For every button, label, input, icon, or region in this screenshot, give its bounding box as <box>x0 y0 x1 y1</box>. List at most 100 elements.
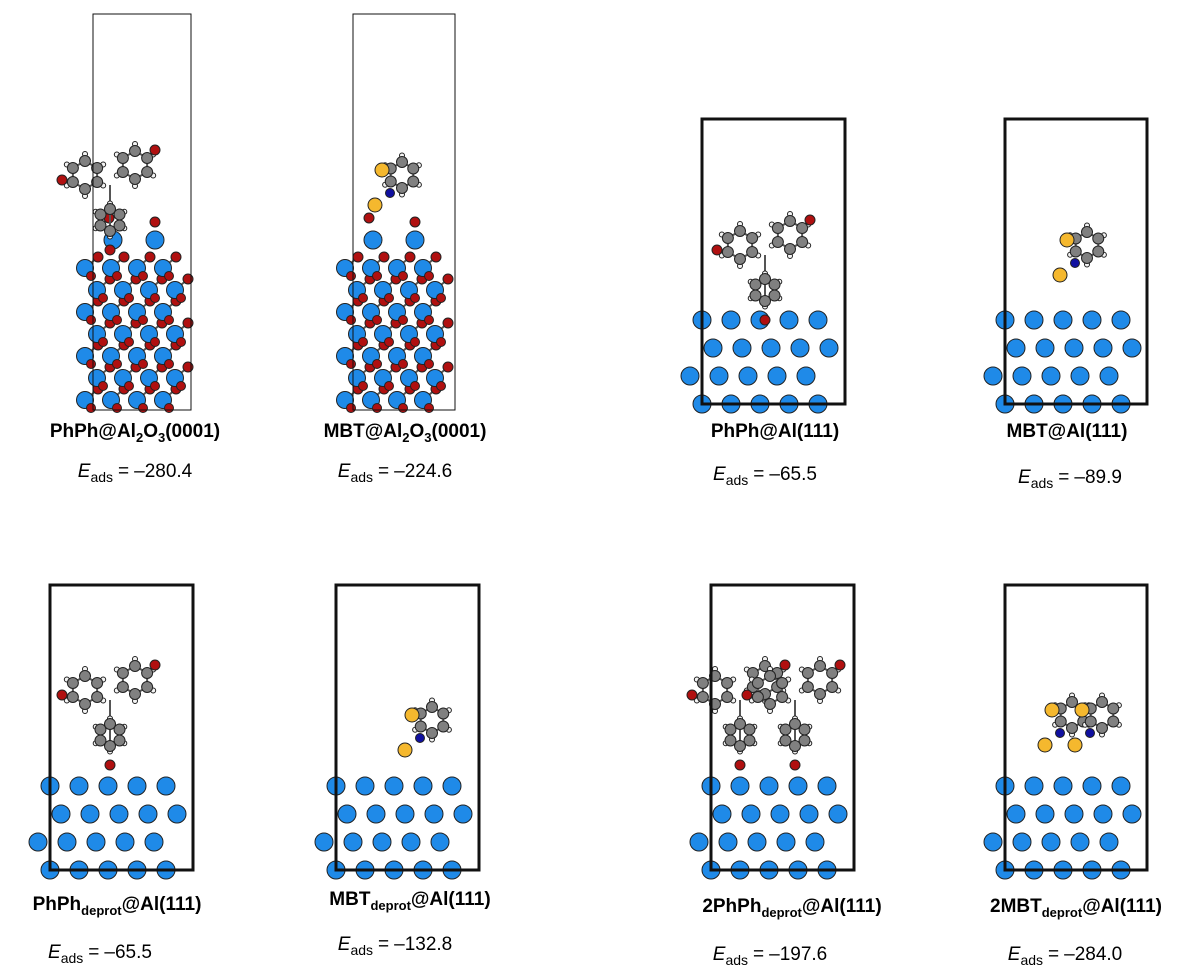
energy: Eads=–65.5 <box>713 464 817 488</box>
atom <box>1042 367 1060 385</box>
label-subscript: 2 <box>136 430 143 445</box>
atom <box>396 805 414 823</box>
panel-label: MBTdeprot@Al(111) <box>329 889 490 913</box>
atom <box>1108 716 1119 727</box>
atom <box>29 833 47 851</box>
atom <box>139 272 148 281</box>
atom <box>99 338 108 347</box>
atom <box>1108 703 1119 714</box>
energy-symbol: E <box>1018 467 1031 488</box>
label-text: @Al(111) <box>1082 896 1162 917</box>
atom <box>399 316 408 325</box>
atom <box>1112 311 1130 329</box>
atom <box>1082 253 1093 264</box>
label-subscript: deprot <box>761 905 802 920</box>
atom <box>835 660 845 670</box>
atom <box>93 252 103 262</box>
label-text: @Al(111) <box>802 896 882 917</box>
atom <box>760 777 778 795</box>
energy-value: –284.0 <box>1064 944 1122 965</box>
energy: Eads=–89.9 <box>1018 467 1122 491</box>
atom <box>1045 703 1059 717</box>
atom <box>130 661 141 672</box>
atom <box>142 153 153 164</box>
atom <box>415 721 426 732</box>
atom <box>87 404 96 413</box>
atom <box>777 692 788 703</box>
atom <box>87 833 105 851</box>
label-subscript: 3 <box>158 430 165 445</box>
atom <box>437 338 446 347</box>
atom <box>827 682 838 693</box>
atom <box>99 382 108 391</box>
atom <box>1097 723 1108 734</box>
atom <box>80 184 91 195</box>
atom <box>411 382 420 391</box>
atom <box>95 220 106 231</box>
atom <box>113 272 122 281</box>
atom <box>359 294 368 303</box>
atom <box>772 237 783 248</box>
atom <box>373 833 391 851</box>
panel-label: PhPhdeprot@Al(111) <box>33 894 202 918</box>
atom <box>386 189 395 198</box>
energy-equals: = <box>378 461 389 482</box>
atom <box>725 735 736 746</box>
atom <box>785 216 796 227</box>
atom <box>373 404 382 413</box>
atom <box>151 294 160 303</box>
energy-equals: = <box>1048 944 1059 965</box>
atom <box>797 223 808 234</box>
atom <box>139 316 148 325</box>
atom <box>425 272 434 281</box>
atom <box>431 252 441 262</box>
label-text: (0001) <box>165 421 220 442</box>
atom <box>791 339 809 357</box>
atom <box>87 272 96 281</box>
energy-value: –280.4 <box>134 461 193 482</box>
atom <box>1093 233 1104 244</box>
atom <box>713 805 731 823</box>
atom <box>697 692 708 703</box>
atom <box>373 360 382 369</box>
atom <box>735 760 745 770</box>
atom <box>405 708 419 722</box>
label-text: (0001) <box>432 421 487 442</box>
atom <box>375 163 389 177</box>
label-text: @Al(111) <box>411 889 491 910</box>
atom <box>67 163 78 174</box>
atom <box>984 833 1002 851</box>
atom <box>748 833 766 851</box>
atom <box>1071 259 1080 268</box>
atom <box>139 404 148 413</box>
atom <box>829 805 847 823</box>
energy-subscript: ads <box>350 942 373 958</box>
atom <box>139 360 148 369</box>
atom <box>722 233 733 244</box>
label-subscript: deprot <box>370 898 411 913</box>
energy-value: –65.5 <box>104 942 152 963</box>
atom <box>52 805 70 823</box>
energy-symbol: E <box>338 934 351 955</box>
atom <box>57 175 67 185</box>
atom <box>408 176 419 187</box>
atom <box>406 231 424 249</box>
atom <box>367 805 385 823</box>
atom <box>105 245 115 255</box>
atom <box>113 360 122 369</box>
atom <box>142 167 153 178</box>
atom <box>87 360 96 369</box>
atom <box>1123 805 1141 823</box>
atom <box>1065 805 1083 823</box>
atom <box>768 367 786 385</box>
atom <box>397 157 408 168</box>
atom <box>114 209 125 220</box>
atom <box>150 660 160 670</box>
atom <box>722 311 740 329</box>
atom <box>733 339 751 357</box>
atom <box>1085 716 1096 727</box>
atom <box>347 404 356 413</box>
atom <box>114 724 125 735</box>
atom <box>799 724 810 735</box>
label-text: MBT <box>329 889 371 910</box>
